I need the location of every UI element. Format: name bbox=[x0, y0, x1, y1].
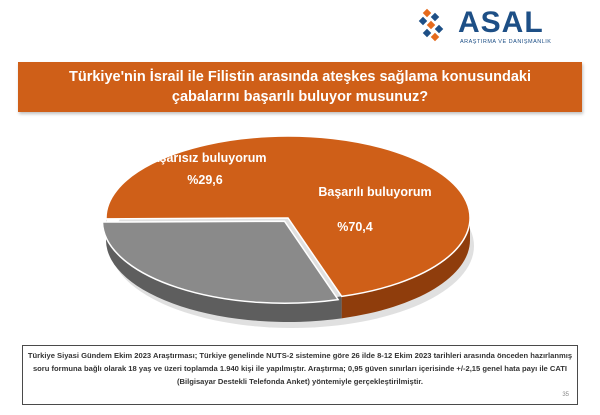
question-title: Türkiye'nin İsrail ile Filistin arasında… bbox=[69, 69, 531, 105]
question-title-bar: Türkiye'nin İsrail ile Filistin arasında… bbox=[18, 62, 582, 112]
pie-slice-side-0-1 bbox=[341, 218, 470, 319]
asal-logo: ASAL ARAŞTIRMA VE DANIŞMANLIK bbox=[414, 6, 584, 48]
pie-chart: Başarılı buluyorum %70,4 Başarısız buluyor… bbox=[101, 135, 474, 328]
pie-slice-side-1-0 bbox=[106, 218, 342, 322]
slice-label-0: Başarılı buluyorum bbox=[318, 185, 431, 199]
slice-value-1: %29,6 bbox=[187, 173, 222, 187]
page-number: 35 bbox=[562, 392, 569, 398]
logo-mark-icon bbox=[418, 8, 444, 42]
slice-label-1: Başarısız buluyorum bbox=[144, 151, 267, 165]
logo-tagline: ARAŞTIRMA VE DANIŞMANLIK bbox=[460, 39, 552, 45]
pie-slice-basarisiz bbox=[101, 220, 340, 304]
pie-slice-basarili bbox=[105, 135, 471, 298]
slice-value-0: %70,4 bbox=[337, 220, 372, 234]
logo-wordmark: ASAL bbox=[458, 6, 544, 39]
methodology-text: Türkiye Siyasi Gündem Ekim 2023 Araştırm… bbox=[27, 351, 573, 386]
methodology-note: Türkiye Siyasi Gündem Ekim 2023 Araştırm… bbox=[22, 345, 578, 405]
